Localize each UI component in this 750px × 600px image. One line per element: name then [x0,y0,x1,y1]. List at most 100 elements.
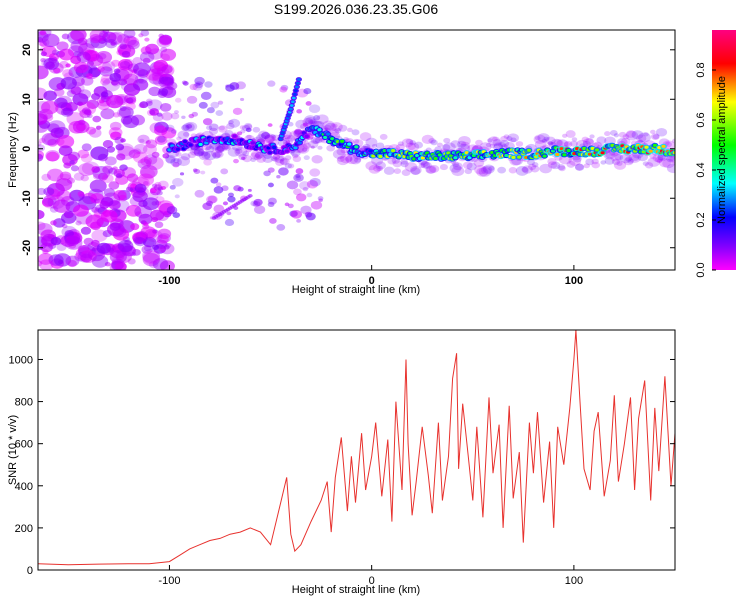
spectrogram-cell [174,97,182,103]
spectrogram-cell [571,137,578,142]
spectrogram-cell [582,140,591,148]
spectrogram-cell [80,174,89,182]
spectrogram-cell [488,165,495,171]
spectrogram-cell [133,232,140,238]
spectrogram-cell [550,161,561,170]
spectrogram-cell [173,158,180,164]
spectrogram-cell [286,180,299,190]
spectrogram-cell [408,142,420,152]
spectrogram-cell [128,149,141,159]
spectrogram-cell [194,76,205,85]
spectrogram-cell [234,146,248,157]
spectrogram-cell [172,212,181,219]
spectrogram-cell [307,119,314,124]
spectrogram-cell [276,175,281,179]
spectrogram-cell [303,88,312,95]
spectrogram-cell [69,160,75,165]
x-tick-label: 100 [565,275,583,287]
spectrogram-cell [267,201,275,207]
spectrogram-cell [164,154,176,164]
spectrogram-cell [109,121,122,131]
spectrogram-cell [644,162,654,169]
spectrogram-cell [101,173,114,183]
spectrogram-cell [63,210,74,219]
spectrogram-cell [97,172,109,181]
spectrogram-cell [614,153,624,161]
spectrogram-cell [124,94,137,104]
spectrogram-cell [110,131,122,141]
spectrogram-cell [132,190,148,203]
spectrogram-cell [278,167,289,176]
spectrogram-cell [589,134,595,139]
spectrogram-cell [247,193,253,198]
spectrogram-cell [152,113,164,122]
spectrogram-cell [497,166,507,174]
spectrogram-cell [214,150,224,158]
spectrogram-cell [655,127,668,137]
spectrogram-cell [154,221,164,229]
spectrogram-cell [305,212,316,221]
spectrogram-cell [287,203,294,209]
spectrogram-cell [652,153,664,163]
spectrogram-cell [142,250,161,265]
spectrogram-cell [310,200,323,210]
spectrogram-cell [61,33,70,40]
spectrogram-cell [127,258,136,265]
spectrogram-cell [92,115,102,123]
spectrogram-cell [410,167,421,175]
spectrogram-cell [290,209,302,219]
spectrogram-cell [156,36,172,48]
spectrogram-cell [426,166,436,174]
spectrogram-cell [605,153,611,158]
spectrogram-cell [134,204,153,219]
spectrogram-cell [503,134,510,139]
spectrogram-cell [309,168,321,177]
y-tick-label: 200 [15,523,33,535]
spectrogram-cell [593,141,602,149]
spectrogram-cell [198,101,208,109]
spectrogram-cell [38,113,48,125]
spectrogram-cell [240,129,246,134]
spectrogram-cell [530,165,540,173]
y-tick-label: 0 [27,565,33,577]
spectrogram-cell [569,140,578,147]
spectrogram-cell [400,159,408,165]
spectrogram-cell [591,161,600,169]
spectrogram-cell [86,99,99,109]
spectrogram-cell [250,200,259,207]
spectrogram-frame [37,29,676,271]
spectrogram-cell [253,154,262,161]
spectrogram-cell [630,154,640,161]
spectrogram-cell [558,165,566,172]
spectrogram-cell [450,140,461,148]
spectrogram-cell [272,153,281,160]
spectrogram-cell [77,101,97,116]
spectrogram-cell [80,153,93,163]
spectrogram-cell [256,155,267,163]
spectrogram-cell [134,237,147,247]
spectrogram-cell [623,157,634,166]
spectrogram-cell [232,134,237,138]
spectrogram-cell [206,125,213,131]
spectrogram-cell [475,139,483,146]
spectrogram-cell [110,41,116,46]
spectrogram-cell [392,160,403,168]
spectrogram-cell [56,134,75,149]
spectrogram-cell [460,141,471,150]
spectrogram-cell [89,128,102,138]
spectrogram-cell [330,122,343,132]
spectrogram-cell [186,95,198,104]
spectrogram-cell [205,200,213,207]
spectrogram-cell [65,63,71,68]
spectrogram-cell [289,150,295,155]
spectrogram-cell [295,168,304,175]
spectrogram-cell [267,123,273,127]
spectrogram-cell [563,140,573,148]
colorbar-tick-label: 0.2 [695,212,707,227]
spectrogram-cell [126,173,139,183]
spectrogram-cell [200,91,212,101]
spectrogram-cell [147,191,159,201]
spectrogram-cell [203,150,217,161]
spectrogram-cell [242,150,250,157]
spectrogram-cell [180,153,191,161]
